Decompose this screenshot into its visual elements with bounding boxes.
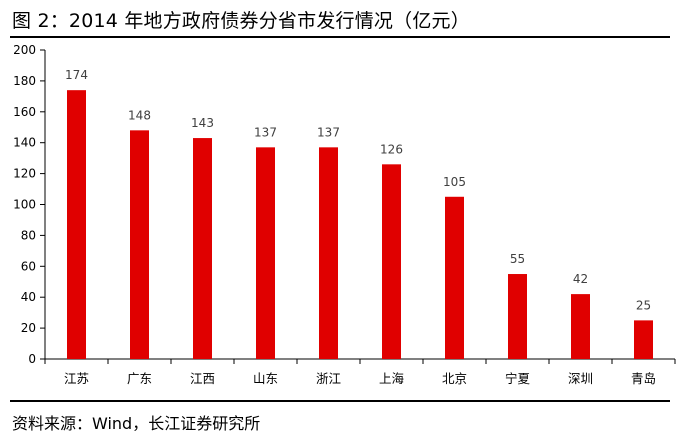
x-tick-label: 广东 xyxy=(127,371,152,386)
data-label: 126 xyxy=(380,142,403,156)
source-divider xyxy=(10,400,670,402)
x-tick-label: 浙江 xyxy=(316,371,341,386)
y-tick-label: 180 xyxy=(13,74,36,88)
x-tick-label: 北京 xyxy=(442,371,467,386)
x-axis: 江苏 广东 江西 山东 浙江 上海 北京 宁夏 深圳 青岛 xyxy=(44,358,676,386)
y-axis: 0 20 40 60 80 100 120 140 160 180 200 xyxy=(13,43,46,366)
bar xyxy=(508,274,527,359)
data-label: 137 xyxy=(317,125,340,139)
data-label: 42 xyxy=(573,272,588,286)
bar xyxy=(319,147,338,359)
y-tick-label: 60 xyxy=(21,259,36,273)
y-tick-label: 0 xyxy=(28,352,36,366)
bar xyxy=(256,147,275,359)
y-tick-label: 20 xyxy=(21,321,36,335)
x-tick-label: 山东 xyxy=(253,371,278,386)
data-label: 148 xyxy=(128,108,151,122)
bar xyxy=(130,130,149,359)
source-note: 资料来源：Wind，长江证券研究所 xyxy=(12,414,261,433)
y-tick-label: 100 xyxy=(13,198,36,212)
data-label: 137 xyxy=(254,125,277,139)
y-tick-label: 160 xyxy=(13,105,36,119)
y-tick-label: 120 xyxy=(13,167,36,181)
x-tick-label: 江西 xyxy=(190,371,215,386)
y-tick-label: 200 xyxy=(13,43,36,57)
data-label: 143 xyxy=(191,116,214,130)
y-tick-label: 140 xyxy=(13,136,36,150)
bar xyxy=(634,320,653,359)
data-label: 174 xyxy=(65,68,88,82)
title-divider xyxy=(10,36,670,38)
bar-series xyxy=(67,90,653,360)
x-tick-label: 江苏 xyxy=(64,371,89,386)
x-tick-label: 深圳 xyxy=(568,371,593,386)
bar xyxy=(67,90,86,360)
bar xyxy=(571,294,590,359)
data-label: 105 xyxy=(443,175,466,189)
bar xyxy=(193,138,212,359)
x-tick-label: 宁夏 xyxy=(505,371,531,386)
y-tick-label: 40 xyxy=(21,290,36,304)
data-label: 25 xyxy=(636,298,651,312)
data-labels: 174 148 143 137 137 126 105 55 42 25 xyxy=(65,68,651,312)
chart-title: 图 2：2014 年地方政府债券分省市发行情况（亿元） xyxy=(12,10,470,32)
bar xyxy=(445,196,464,359)
x-tick-label: 上海 xyxy=(379,371,405,386)
bar xyxy=(382,164,401,359)
data-label: 55 xyxy=(510,252,525,266)
y-tick-label: 80 xyxy=(21,228,36,242)
x-tick-label: 青岛 xyxy=(631,371,656,386)
